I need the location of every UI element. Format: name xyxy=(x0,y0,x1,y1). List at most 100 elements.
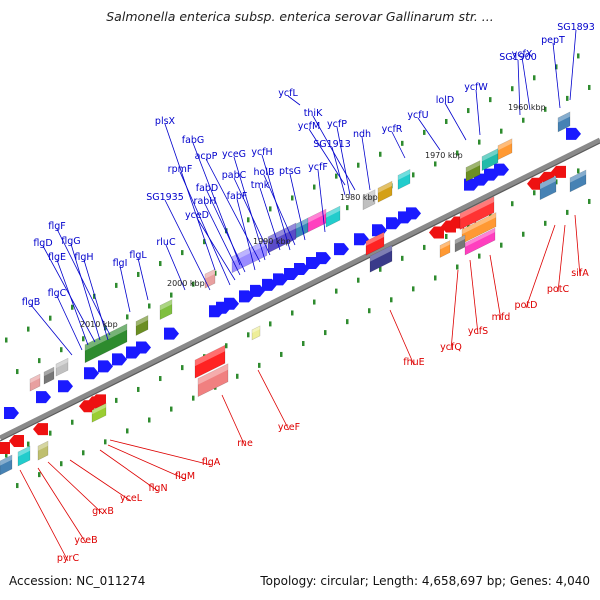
lower-gene-ycef[interactable]: yceF xyxy=(278,422,300,433)
upper-gene-ycfw[interactable]: ycfW xyxy=(464,82,488,93)
upper-gene-ycfl[interactable]: ycfL xyxy=(278,88,298,99)
tick-mark xyxy=(16,483,19,489)
upper-gene-ptsg[interactable]: ptsG xyxy=(279,166,301,177)
upper-gene-sg1893[interactable]: SG1893 xyxy=(557,22,595,33)
upper-gene-rpmf[interactable]: rpmF xyxy=(168,164,193,175)
label-leader-line xyxy=(165,244,186,291)
lower-gene-pyrc[interactable]: pyrC xyxy=(57,553,80,564)
tick-mark xyxy=(126,428,129,434)
lower-gene-grxb[interactable]: grxB xyxy=(92,506,114,517)
gene-arrow xyxy=(494,163,509,176)
gene-arrow xyxy=(527,177,542,190)
upper-gene-lold[interactable]: lolD xyxy=(436,95,454,106)
tick-mark xyxy=(60,347,63,353)
tick-mark xyxy=(60,461,63,467)
label-leader-line xyxy=(450,269,459,351)
upper-gene-yced[interactable]: yceD xyxy=(185,210,209,221)
lower-gene-ycel[interactable]: yceL xyxy=(120,493,143,504)
tick-mark xyxy=(368,308,371,314)
upper-gene-yceg[interactable]: yceG xyxy=(222,149,246,160)
lower-gene-yceb[interactable]: yceB xyxy=(74,535,97,546)
gene-block xyxy=(251,325,261,341)
lower-gene-fhue[interactable]: fhuE xyxy=(403,357,424,368)
upper-gene-pabc[interactable]: pabC xyxy=(222,170,247,181)
accession-text: Accession: NC_011274 xyxy=(9,574,146,588)
upper-gene-fabd[interactable]: fabD xyxy=(196,183,219,194)
tick-mark xyxy=(544,220,547,226)
tick-mark xyxy=(434,161,437,167)
lower-gene-flgm[interactable]: flgM xyxy=(175,471,195,482)
label-leader-line xyxy=(263,174,296,246)
tick-mark xyxy=(588,84,591,90)
label-leader-line xyxy=(236,198,256,271)
upper-gene-flgi[interactable]: flgI xyxy=(113,258,128,269)
upper-gene-ycfh[interactable]: ycfH xyxy=(251,147,272,158)
gene-block xyxy=(497,138,513,161)
upper-gene-fabf[interactable]: fabF xyxy=(227,191,248,202)
gene-arrow xyxy=(98,360,113,373)
lower-gene-mfd[interactable]: mfd xyxy=(492,312,511,323)
lower-gene-potd[interactable]: potD xyxy=(515,300,538,311)
gene-block xyxy=(377,180,393,203)
gene-arrow xyxy=(551,165,566,178)
upper-gene-sg1913[interactable]: SG1913 xyxy=(313,139,351,150)
lower-gene-potc[interactable]: potC xyxy=(547,284,570,295)
tick-mark xyxy=(291,310,294,316)
tick-mark xyxy=(16,369,19,375)
upper-gene-flgd[interactable]: flgD xyxy=(33,238,52,249)
tick-mark xyxy=(269,321,272,327)
upper-gene-flgl[interactable]: flgL xyxy=(129,250,147,261)
upper-gene-ycfr[interactable]: ycfR xyxy=(382,124,403,135)
tick-mark xyxy=(82,336,85,342)
upper-gene-pept[interactable]: pepT xyxy=(541,35,565,46)
upper-gene-thik[interactable]: thiK xyxy=(304,108,323,119)
upper-gene-fabg[interactable]: fabG xyxy=(182,135,205,146)
tick-mark xyxy=(566,209,569,215)
lower-gene-sifa[interactable]: sifA xyxy=(571,268,589,279)
label-leader-line xyxy=(569,29,577,101)
tick-mark xyxy=(379,151,382,157)
upper-gene-ndh[interactable]: ndh xyxy=(353,129,371,140)
lower-gene-ycfs[interactable]: ycfS xyxy=(468,326,488,337)
tick-mark xyxy=(27,441,30,447)
gene-block xyxy=(307,208,327,233)
upper-gene-ycfu[interactable]: ycfU xyxy=(407,110,428,121)
upper-gene-ycfx[interactable]: ycfX xyxy=(512,49,533,60)
tick-mark xyxy=(511,86,514,92)
label-leader-line xyxy=(521,56,531,111)
lower-gene-flga[interactable]: flgA xyxy=(202,457,221,468)
upper-gene-flgg[interactable]: flgG xyxy=(61,236,80,247)
tick-mark xyxy=(533,190,536,196)
upper-gene-flgh[interactable]: flgH xyxy=(74,252,93,263)
upper-gene-flgb[interactable]: flgB xyxy=(22,297,41,308)
upper-gene-flgf[interactable]: flgF xyxy=(48,221,65,232)
tick-mark xyxy=(5,452,8,458)
lower-gene-ycfq[interactable]: ycfQ xyxy=(440,342,462,353)
upper-gene-ycfm[interactable]: ycfM xyxy=(298,121,320,132)
upper-gene-ycff[interactable]: ycfF xyxy=(308,162,328,173)
upper-gene-flgc[interactable]: flgC xyxy=(48,288,67,299)
upper-gene-holb[interactable]: holB xyxy=(254,167,275,178)
tick-mark xyxy=(49,430,52,436)
upper-gene-ycfp[interactable]: ycfP xyxy=(327,119,347,130)
upper-gene-sg1900[interactable]: SG1900 xyxy=(499,52,537,63)
label-leader-line xyxy=(469,259,479,335)
tick-mark xyxy=(236,373,239,379)
tick-mark xyxy=(148,303,151,309)
upper-gene-flge[interactable]: flgE xyxy=(48,252,66,263)
label-leader-line xyxy=(289,173,306,241)
upper-gene-sg1935[interactable]: SG1935 xyxy=(146,192,184,203)
upper-gene-rabh[interactable]: rabH xyxy=(194,196,217,207)
upper-gene-rluc[interactable]: rluC xyxy=(156,237,176,248)
tick-mark xyxy=(126,314,129,320)
label-leader-line xyxy=(574,214,581,277)
genome-backbone-shadow xyxy=(0,142,600,442)
upper-gene-tmk[interactable]: tmk xyxy=(251,180,270,191)
lower-gene-rne[interactable]: rne xyxy=(237,438,253,449)
upper-gene-acpp[interactable]: acpP xyxy=(195,151,218,162)
upper-gene-plsx[interactable]: plsX xyxy=(155,116,176,127)
label-leader-line xyxy=(517,59,521,116)
tick-mark xyxy=(500,128,503,134)
lower-gene-flgn[interactable]: flgN xyxy=(148,483,167,494)
